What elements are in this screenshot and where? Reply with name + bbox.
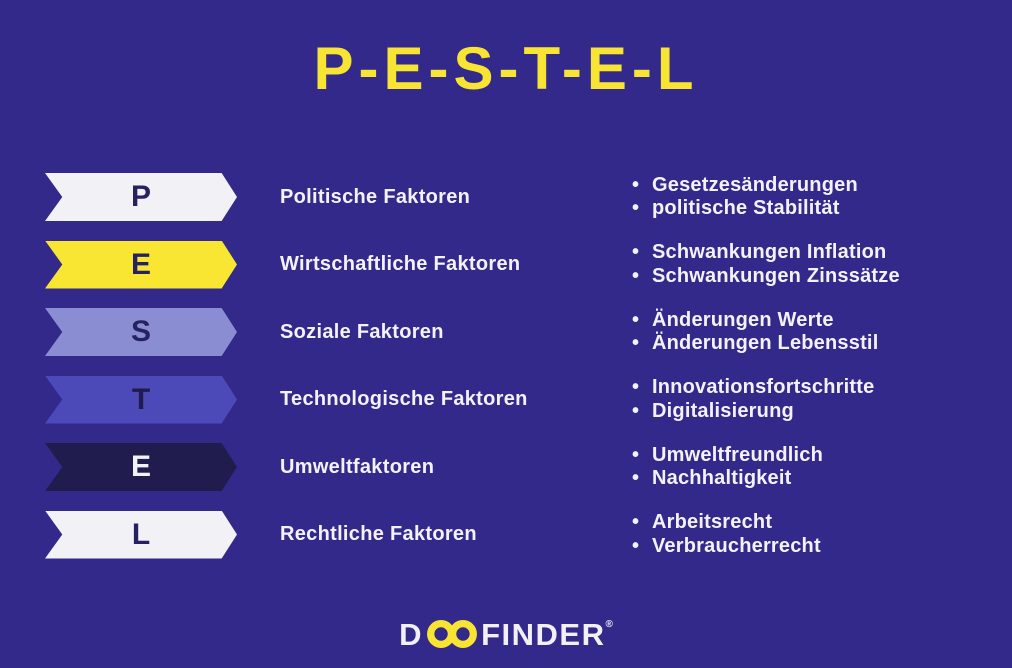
footer: D FINDER ® bbox=[0, 618, 1012, 650]
bullet-item: Arbeitsrecht bbox=[630, 511, 960, 535]
row-label: Politische Faktoren bbox=[280, 185, 471, 208]
bullet-list: Änderungen WerteÄnderungen Lebensstil bbox=[630, 309, 960, 356]
bullet-item: Gesetzesänderungen bbox=[630, 174, 960, 198]
row-label: Umweltfaktoren bbox=[280, 455, 435, 478]
arrow-banner: P bbox=[45, 173, 237, 221]
bullet-list: Schwankungen InflationSchwankungen Zinss… bbox=[630, 241, 960, 288]
row-label: Soziale Faktoren bbox=[280, 320, 444, 343]
doofinder-logo: D FINDER ® bbox=[399, 618, 613, 650]
bullet-item: Verbraucherrecht bbox=[630, 535, 960, 559]
row-label: Rechtliche Faktoren bbox=[280, 523, 477, 545]
pestel-row: E Umweltfaktoren UmweltfreundlichNachhal… bbox=[0, 443, 1012, 491]
logo-suffix: FINDER bbox=[481, 616, 606, 652]
logo-prefix: D bbox=[399, 616, 424, 652]
arrow-letter: L bbox=[131, 517, 151, 551]
arrow-banner: E bbox=[45, 443, 237, 491]
bullet-item: Innovationsfortschritte bbox=[630, 376, 960, 400]
bullet-list: Gesetzesänderungenpolitische Stabilität bbox=[630, 174, 960, 221]
row-label: Wirtschaftliche Faktoren bbox=[280, 253, 521, 275]
arrow-letter: T bbox=[131, 382, 151, 416]
bullet-item: politische Stabilität bbox=[630, 197, 960, 221]
arrow-banner: L bbox=[45, 510, 237, 559]
arrow-letter: P bbox=[130, 180, 151, 213]
bullet-list: UmweltfreundlichNachhaltigkeit bbox=[630, 444, 960, 491]
bullet-item: Nachhaltigkeit bbox=[630, 467, 960, 491]
row-label: Technologische Faktoren bbox=[280, 388, 528, 410]
arrow-letter: S bbox=[130, 315, 151, 348]
pestel-rows: P Politische Faktoren Gesetzesänderungen… bbox=[0, 173, 1012, 578]
arrow-letter: E bbox=[130, 450, 151, 483]
arrow-banner: T bbox=[45, 375, 237, 424]
bullet-item: Digitalisierung bbox=[630, 400, 960, 424]
infinity-icon bbox=[427, 620, 478, 648]
pestel-row: E Wirtschaftliche Faktoren Schwankungen … bbox=[0, 240, 1012, 289]
pestel-row: P Politische Faktoren Gesetzesänderungen… bbox=[0, 173, 1012, 221]
arrow-letter: E bbox=[130, 247, 151, 281]
pestel-row: T Technologische Faktoren Innovationsfor… bbox=[0, 375, 1012, 424]
arrow-banner: E bbox=[45, 240, 237, 289]
bullet-item: Änderungen Lebensstil bbox=[630, 332, 960, 356]
arrow-banner: S bbox=[45, 308, 237, 356]
page-title: P-E-S-T-E-L bbox=[313, 35, 699, 102]
trademark-symbol: ® bbox=[605, 619, 613, 630]
bullet-item: Schwankungen Inflation bbox=[630, 241, 960, 265]
bullet-item: Änderungen Werte bbox=[630, 309, 960, 333]
bullet-list: InnovationsfortschritteDigitalisierung bbox=[630, 376, 960, 423]
pestel-row: S Soziale Faktoren Änderungen WerteÄnder… bbox=[0, 308, 1012, 356]
pestel-row: L Rechtliche Faktoren ArbeitsrechtVerbra… bbox=[0, 510, 1012, 559]
bullet-item: Schwankungen Zinssätze bbox=[630, 265, 960, 289]
bullet-item: Umweltfreundlich bbox=[630, 444, 960, 468]
bullet-list: ArbeitsrechtVerbraucherrecht bbox=[630, 511, 960, 558]
